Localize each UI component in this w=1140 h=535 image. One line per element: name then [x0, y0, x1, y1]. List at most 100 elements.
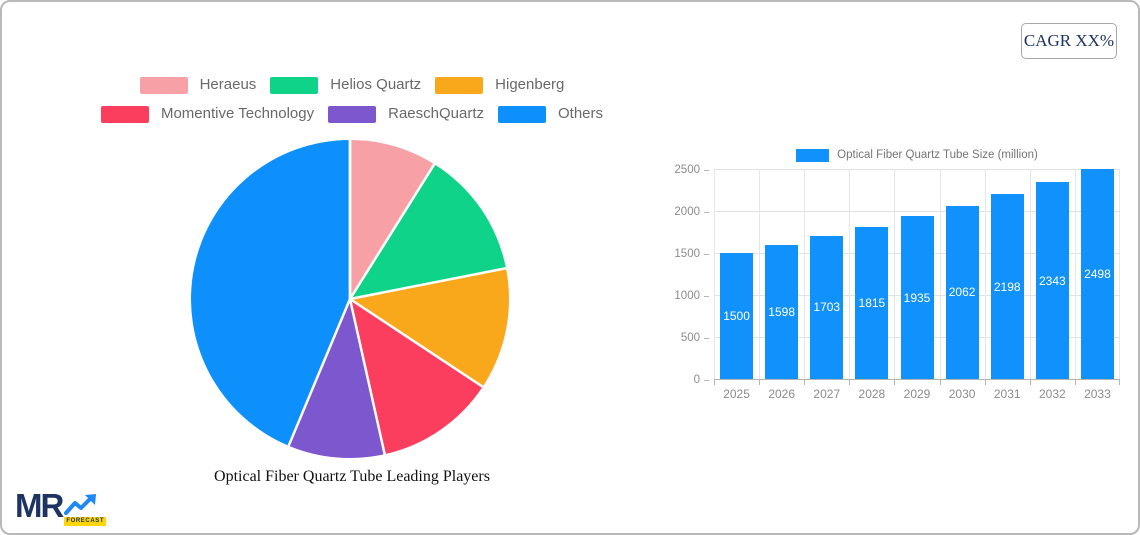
x-axis-tick — [714, 380, 715, 385]
x-axis-label: 2029 — [903, 387, 931, 401]
y-axis-label: 0 — [693, 374, 700, 386]
x-axis-tick — [1030, 380, 1031, 385]
bar-value-label: 2198 — [993, 279, 1021, 294]
pie-slice-separator — [348, 163, 436, 300]
legend-item-raeschquartz[interactable]: RaeschQuartz — [328, 105, 484, 123]
x-axis-label: 2031 — [993, 387, 1021, 401]
pie-chart-title: Optical Fiber Quartz Tube Leading Player… — [214, 468, 490, 485]
legend-swatch-higenberg — [435, 76, 484, 94]
gridline-v — [849, 170, 850, 379]
gridline-v — [1030, 170, 1031, 379]
bar-legend-label: Optical Fiber Quartz Tube Size (million) — [837, 149, 1038, 161]
bar-2031: 2198 — [990, 194, 1024, 379]
x-axis-label: 2033 — [1084, 387, 1111, 401]
logo-forecast-label: FORECAST — [64, 517, 107, 526]
x-axis-label: 2028 — [858, 387, 886, 401]
pie-slice-separator — [287, 298, 352, 447]
mr-forecast-logo: MR FORECAST — [15, 487, 107, 526]
legend-swatch-raeschquartz — [328, 105, 377, 123]
y-axis-label: 2500 — [674, 164, 700, 176]
gridline-v — [894, 170, 895, 379]
bar-value-label: 1703 — [813, 300, 841, 315]
legend-label: Heraeus — [199, 76, 257, 93]
legend-item-momentive-technology[interactable]: Momentive Technology — [100, 105, 315, 123]
pie-slice-momentive-technology — [350, 299, 483, 455]
gridline-v — [804, 170, 805, 379]
logo-mr-text: MR — [15, 487, 64, 524]
gridline-v — [985, 170, 986, 379]
x-axis-label: 2027 — [813, 387, 841, 401]
x-axis-label: 2025 — [723, 387, 750, 401]
x-axis-tick — [985, 380, 986, 385]
legend-label: Higenberg — [495, 76, 565, 93]
bar-value-label: 2498 — [1084, 267, 1111, 282]
bar-2027: 1703 — [810, 235, 844, 379]
pie-chart — [189, 138, 511, 460]
cagr-button-label: CAGR XX% — [1023, 31, 1115, 50]
gridline-v — [759, 170, 760, 379]
pie-slice-heraeus — [350, 140, 435, 299]
y-axis-label: 1500 — [674, 248, 700, 260]
x-axis-label: 2026 — [768, 387, 796, 401]
x-axis-tick — [849, 380, 850, 385]
bar-chart-plot-area: 1500 1598 1703 1815 1935 2062 2198 2343 2498 — [714, 168, 1120, 385]
bar-chart-x-axis: 2025 2026 2027 2028 2029 2030 2031 2032 2033 — [714, 387, 1120, 401]
bar-value-label: 2343 — [1038, 273, 1066, 288]
bar-value-label: 1815 — [858, 295, 886, 310]
x-axis-label: 2030 — [948, 387, 976, 401]
pie-slice-separator — [349, 267, 507, 301]
pie-chart-canvas — [191, 140, 509, 458]
legend-swatch-helios-quartz — [270, 76, 319, 94]
bar-chart-y-axis: 0 500 1000 1500 2000 2500 — [669, 164, 709, 386]
legend-item-higenberg[interactable]: Higenberg — [435, 76, 564, 94]
cagr-button[interactable]: CAGR XX% — [1021, 23, 1117, 59]
legend-label: Helios Quartz — [330, 76, 422, 93]
trend-arrow-icon — [64, 494, 97, 515]
gridline-v — [714, 170, 715, 379]
gridline-v — [1119, 170, 1120, 379]
gridline-h — [714, 168, 1120, 170]
legend-swatch-heraeus — [139, 76, 188, 94]
bar-legend-swatch — [796, 148, 830, 162]
y-axis-label: 1000 — [674, 290, 700, 302]
y-axis-label: 500 — [680, 332, 700, 344]
bar-chart: Optical Fiber Quartz Tube Size (million)… — [669, 147, 1129, 407]
legend-swatch-momentive-technology — [100, 105, 149, 123]
bar-2030: 2062 — [945, 205, 979, 379]
bar-2029: 1935 — [900, 216, 934, 379]
legend-label: Others — [558, 105, 604, 122]
legend-item-heraeus[interactable]: Heraeus — [139, 76, 257, 94]
y-axis-label: 2000 — [674, 206, 700, 218]
legend-label: RaeschQuartz — [388, 105, 484, 122]
gridline-v — [940, 170, 941, 379]
pie-slice-raeschquartz — [288, 299, 385, 458]
bar-value-label: 2062 — [948, 285, 976, 300]
x-axis-tick — [759, 380, 760, 385]
y-axis-tick — [704, 380, 709, 381]
x-axis-tick — [1119, 380, 1120, 385]
pie-slice-separator — [349, 297, 484, 388]
bar-value-label: 1500 — [723, 309, 750, 323]
y-axis-tick — [704, 338, 709, 339]
bar-2033: 2498 — [1080, 169, 1114, 379]
bar-chart-legend-item[interactable]: Optical Fiber Quartz Tube Size (million) — [714, 147, 1120, 163]
x-axis-tick — [804, 380, 805, 385]
legend-item-others[interactable]: Others — [498, 105, 603, 123]
bar-2026: 1598 — [765, 244, 799, 379]
legend-label: Momentive Technology — [160, 105, 315, 122]
bar-2028: 1815 — [855, 226, 889, 379]
bar-value-label: 1935 — [903, 290, 931, 305]
x-axis-tick — [940, 380, 941, 385]
pie-legend: Heraeus Helios Quartz Higenberg Momentive T… — [2, 76, 702, 123]
x-axis-label: 2032 — [1038, 387, 1066, 401]
bar-2032: 2343 — [1035, 182, 1069, 379]
pie-slice-helios-quartz — [350, 164, 506, 299]
x-axis-tick — [1075, 380, 1076, 385]
bar-value-label: 1598 — [768, 304, 795, 319]
y-axis-tick — [704, 296, 709, 297]
y-axis-tick — [704, 212, 709, 213]
legend-item-helios-quartz[interactable]: Helios Quartz — [270, 76, 421, 94]
pie-slice-higenberg — [350, 268, 509, 387]
pie-slice-others — [191, 140, 350, 446]
